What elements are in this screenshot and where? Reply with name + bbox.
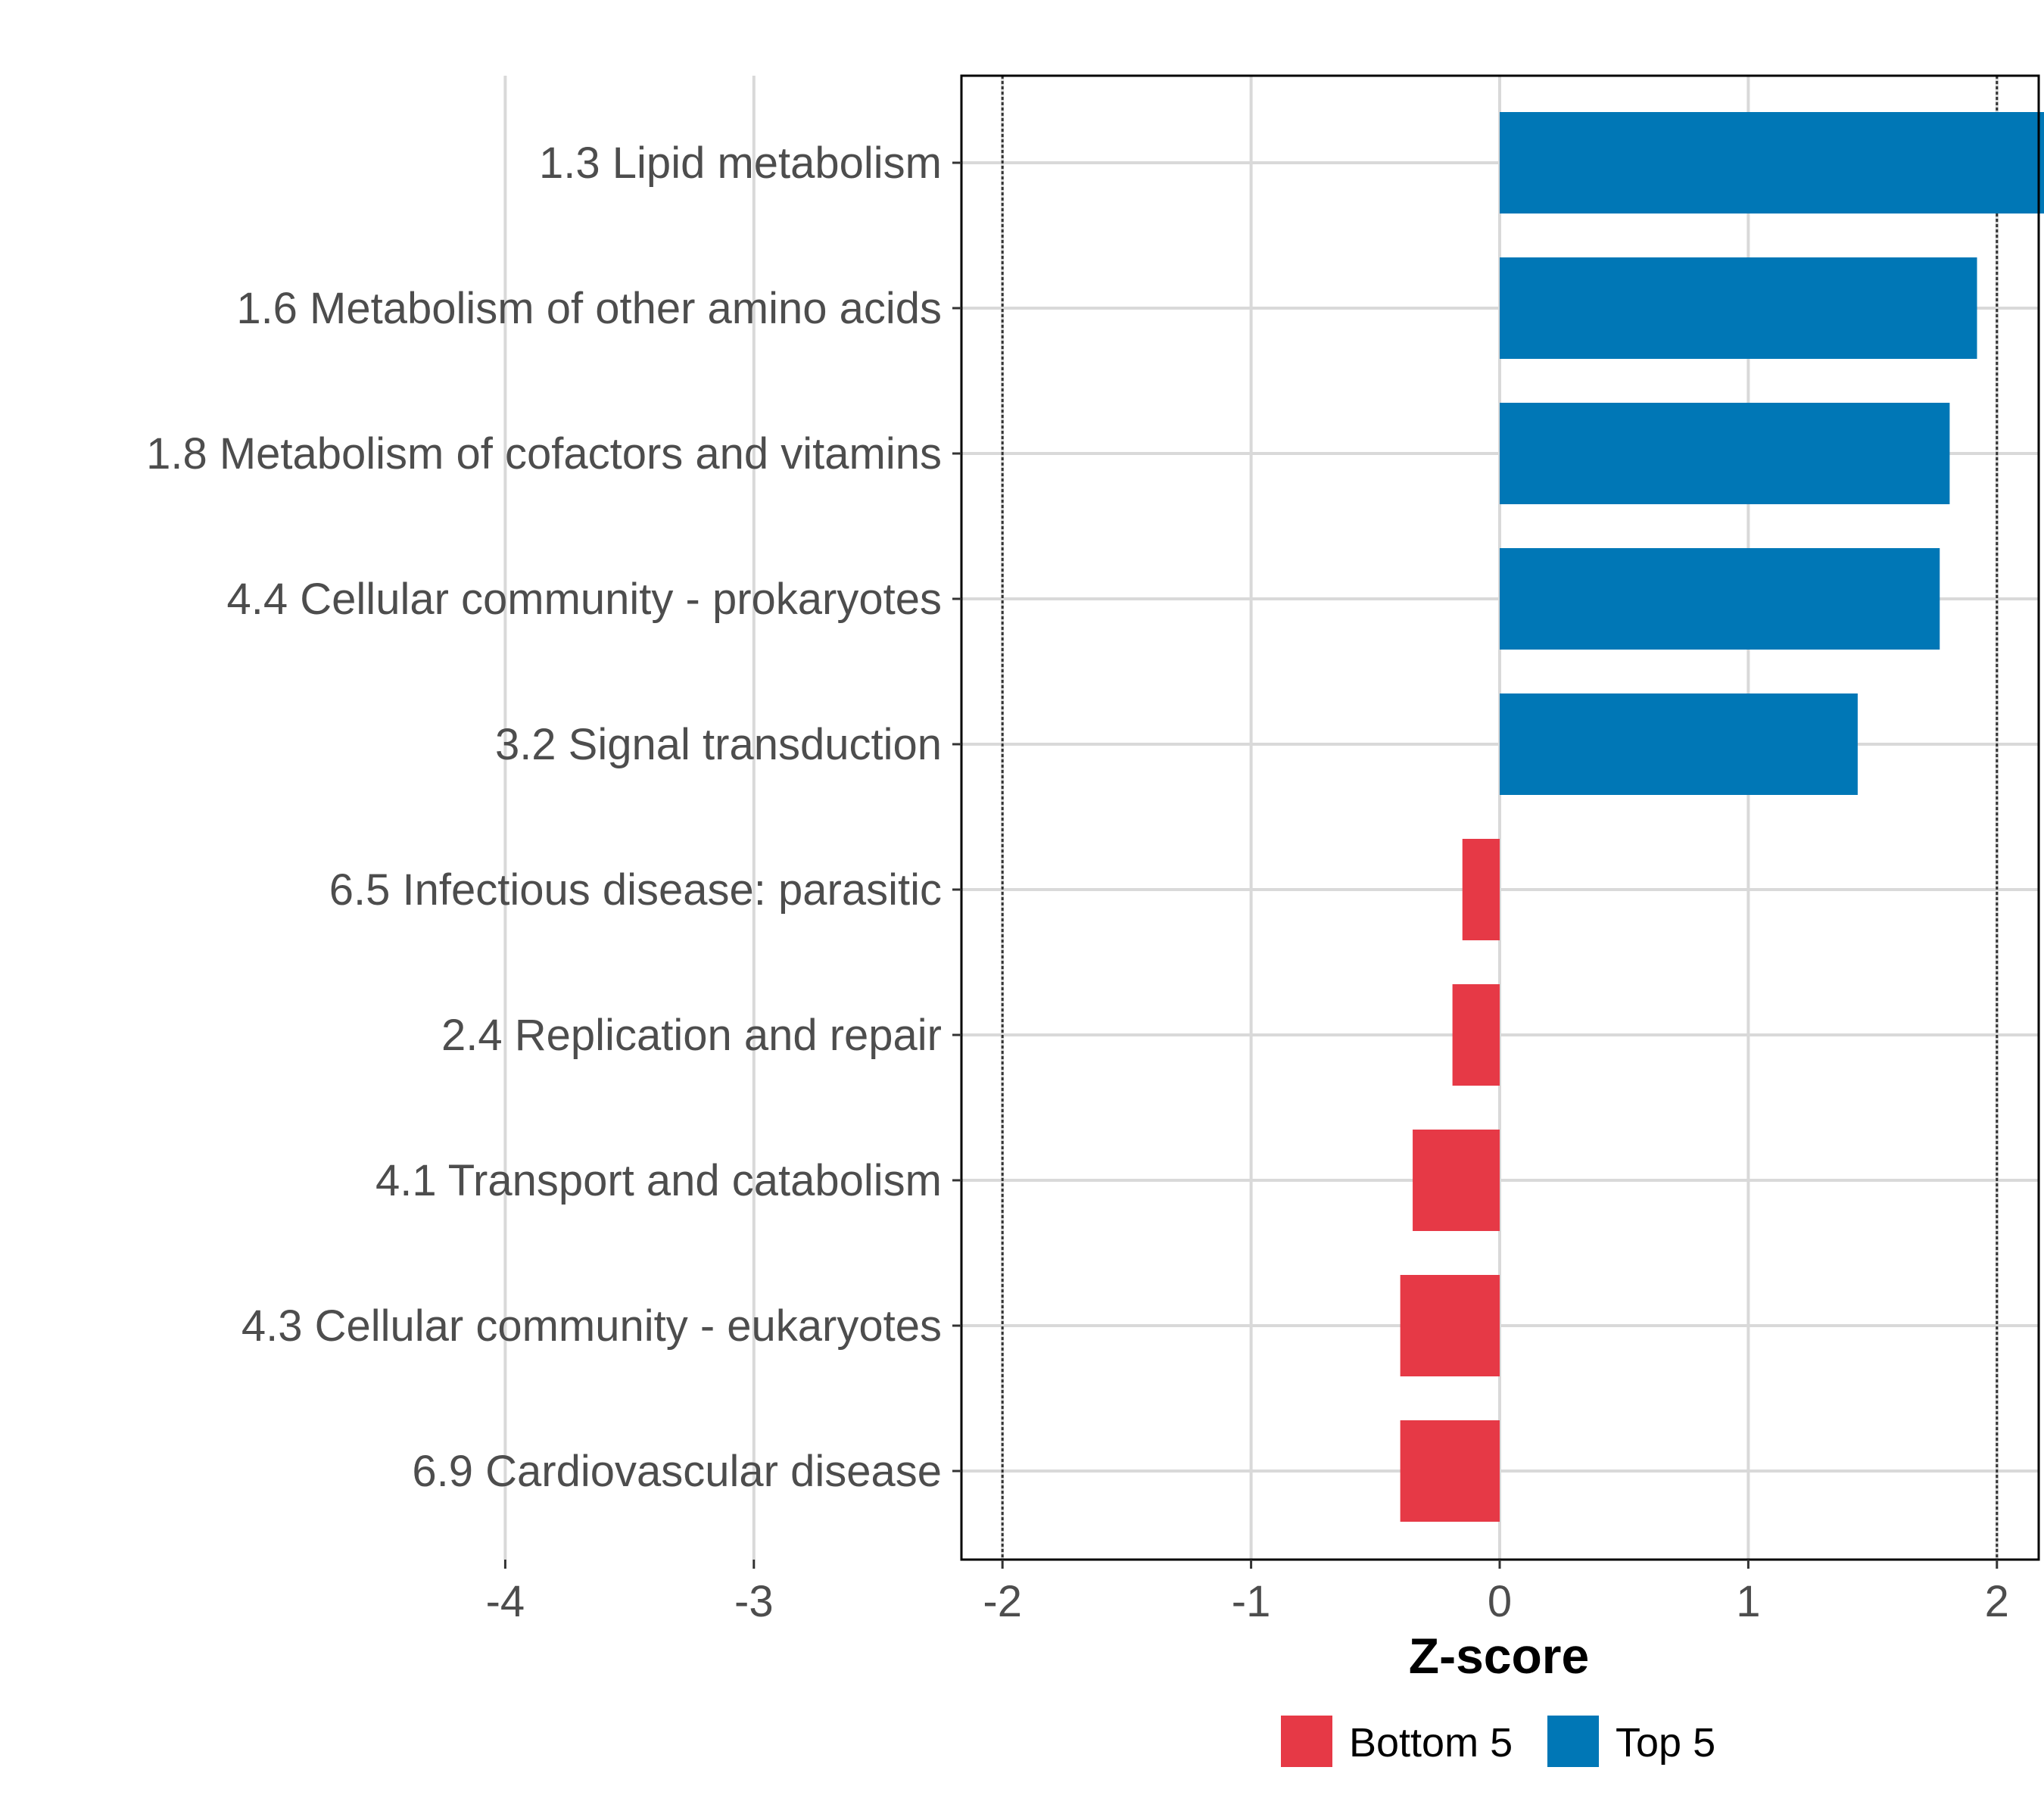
x-tick-label: 2 bbox=[1985, 1577, 2009, 1626]
bar bbox=[1413, 1130, 1500, 1231]
legend-label: Bottom 5 bbox=[1349, 1720, 1513, 1766]
x-tick-label: 1 bbox=[1736, 1577, 1760, 1626]
bar bbox=[1452, 984, 1500, 1086]
category-label: 2.4 Replication and repair bbox=[441, 1011, 942, 1060]
bar bbox=[1462, 839, 1500, 940]
x-tick-label: -4 bbox=[486, 1577, 525, 1626]
x-axis: -4-3-2-101234 bbox=[486, 1560, 2009, 1626]
bar bbox=[1500, 257, 1977, 359]
bar bbox=[1400, 1420, 1500, 1522]
category-label: 4.1 Transport and catabolism bbox=[375, 1156, 942, 1205]
x-tick-label: -3 bbox=[734, 1577, 774, 1626]
category-label: 6.9 Cardiovascular disease bbox=[412, 1447, 942, 1496]
bar bbox=[1500, 112, 2044, 213]
bars bbox=[1400, 112, 2044, 1522]
bar bbox=[1400, 1275, 1500, 1376]
y-axis: 1.3 Lipid metabolism 1.6 Metabolism of ot… bbox=[146, 139, 961, 1496]
x-tick-label: 0 bbox=[1488, 1577, 1512, 1626]
category-label: 4.3 Cellular community - eukaryotes bbox=[241, 1301, 942, 1351]
bar bbox=[1500, 403, 1950, 504]
legend-swatch bbox=[1547, 1716, 1599, 1767]
x-tick-label: -2 bbox=[983, 1577, 1022, 1626]
reference-lines bbox=[1001, 76, 1999, 1560]
x-tick-label: -1 bbox=[1232, 1577, 1271, 1626]
x-axis-title: Z-score bbox=[1409, 1628, 1589, 1684]
category-label: 1.6 Metabolism of other amino acids bbox=[236, 284, 942, 333]
legend: Bottom 5 Top 5 bbox=[1281, 1716, 1715, 1767]
legend-label: Top 5 bbox=[1616, 1720, 1715, 1766]
category-label: 4.4 Cellular community - prokaryotes bbox=[227, 575, 942, 624]
category-label: 1.3 Lipid metabolism bbox=[539, 139, 942, 188]
category-label: 1.8 Metabolism of cofactors and vitamins bbox=[146, 429, 942, 478]
legend-swatch bbox=[1281, 1716, 1332, 1767]
bar bbox=[1500, 693, 1858, 795]
bar bbox=[1500, 548, 1940, 650]
category-label: 3.2 Signal transduction bbox=[495, 720, 942, 769]
category-label: 6.5 Infectious disease: parasitic bbox=[329, 865, 942, 915]
